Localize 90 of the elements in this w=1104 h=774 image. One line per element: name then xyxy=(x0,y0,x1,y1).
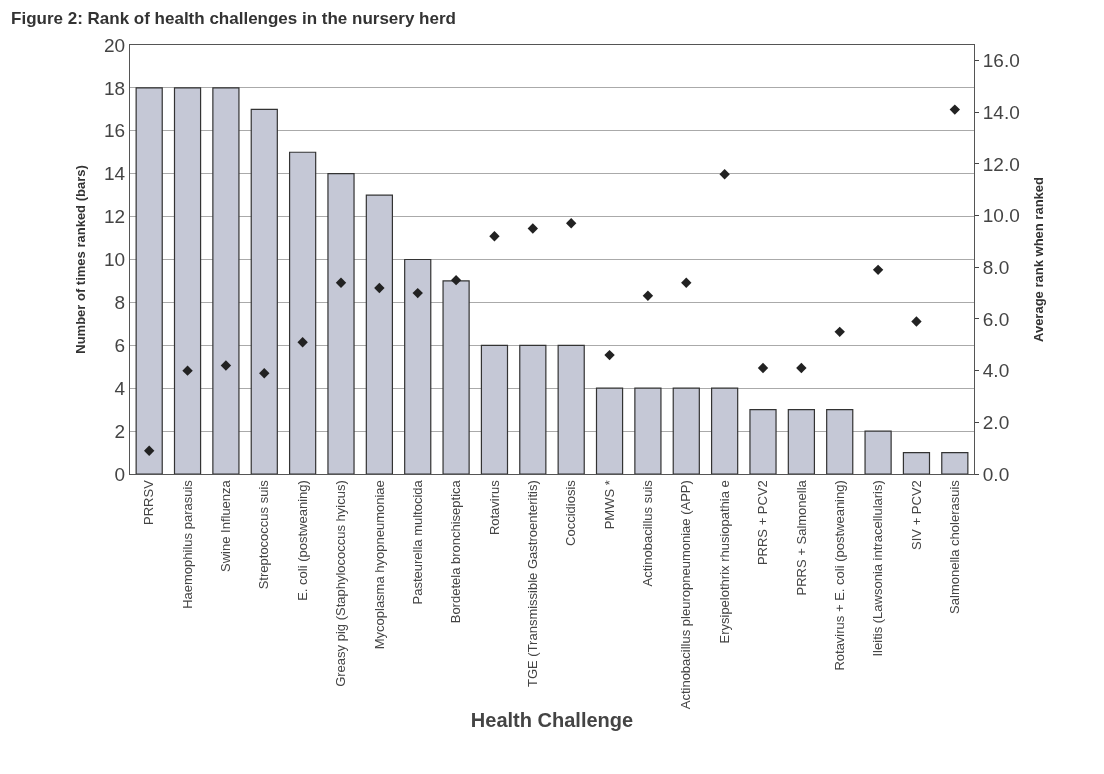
y2-tick-label: 12.0 xyxy=(982,153,1020,175)
bar xyxy=(941,451,969,474)
point xyxy=(335,277,347,288)
x-tick-label: TGE (Transmissible Gastroenteritis) xyxy=(525,480,541,688)
x-tick-label: Haemophilus parasuis xyxy=(179,479,195,609)
chart-title: Figure 2: Rank of health challenges in the nursery herd xyxy=(11,8,456,28)
bar xyxy=(173,87,202,474)
y2-tick-label: 14.0 xyxy=(982,101,1020,123)
point xyxy=(527,223,539,234)
x-tick-label: Erysipelothrix rhusiopathia e xyxy=(716,480,732,644)
bar xyxy=(826,409,854,474)
point xyxy=(642,290,654,301)
bar xyxy=(710,387,739,474)
x-tick-label: Mycoplasma hyopneumoniae xyxy=(371,480,387,650)
y2-tick-label: 4.0 xyxy=(982,360,1010,382)
bar xyxy=(135,87,163,474)
point xyxy=(220,360,232,371)
point xyxy=(949,104,961,115)
bar xyxy=(749,409,777,474)
point xyxy=(450,274,462,286)
y2-tick-label: 16.0 xyxy=(982,50,1020,72)
x-tick-label: Actinobacillus suis xyxy=(640,479,656,587)
point xyxy=(757,362,769,374)
x-tick-label: PMWS * xyxy=(601,480,617,530)
bar xyxy=(634,387,662,474)
y-axis-title: Number of times ranked (bars) xyxy=(73,165,89,354)
point xyxy=(259,368,270,379)
x-axis-title: Health Challenge xyxy=(470,708,634,731)
point xyxy=(297,337,308,348)
point xyxy=(681,277,692,288)
bar xyxy=(288,151,317,474)
y-tick-label: 8 xyxy=(114,292,126,314)
bar xyxy=(787,409,816,474)
y-tick-label: 18 xyxy=(104,77,126,99)
x-tick-label: Greasy pig (Staphylococcus hyicus) xyxy=(333,480,349,687)
bar xyxy=(404,258,432,474)
bar xyxy=(327,173,355,474)
point xyxy=(911,316,922,327)
y2-tick-label: 8.0 xyxy=(982,256,1010,278)
y-tick-label: 16 xyxy=(104,120,126,142)
point xyxy=(489,231,500,242)
bar xyxy=(902,451,931,474)
bar xyxy=(212,87,240,474)
bar xyxy=(557,344,585,474)
y-tick-label: 10 xyxy=(104,249,126,271)
bar xyxy=(672,387,700,474)
x-tick-label: Coccidiosis xyxy=(563,479,579,546)
x-tick-label: E. coli (postweaning) xyxy=(294,480,310,601)
x-tick-label: Pasteurella multocida xyxy=(409,479,425,605)
point xyxy=(565,218,577,229)
point xyxy=(374,282,385,294)
bar xyxy=(480,344,509,474)
y2-tick-label: 2.0 xyxy=(982,411,1010,433)
y-tick-label: 0 xyxy=(114,463,126,485)
x-tick-label: PRRS + PCV2 xyxy=(755,480,771,566)
point xyxy=(143,445,155,456)
y2-axis-title: Average rank when ranked xyxy=(1031,176,1047,342)
bar xyxy=(595,387,624,474)
y2-tick-label: 10.0 xyxy=(982,205,1020,227)
y-tick-label: 14 xyxy=(104,163,126,185)
x-tick-label: Swine Influenza xyxy=(218,479,234,572)
point xyxy=(604,349,615,361)
bar xyxy=(365,194,394,474)
point xyxy=(796,362,807,374)
y-tick-label: 12 xyxy=(104,206,126,228)
point xyxy=(412,287,423,299)
bar xyxy=(442,280,470,474)
x-tick-label: Rotavirus + E. coli (postweaning) xyxy=(831,480,847,671)
x-tick-label: SIV + PCV2 xyxy=(908,480,924,550)
y-tick-label: 4 xyxy=(114,377,126,399)
point xyxy=(182,365,193,376)
x-tick-label: PRRSV xyxy=(141,479,157,525)
y-tick-label: 2 xyxy=(114,420,126,442)
x-tick-label: Bordetela bronchiseptica xyxy=(448,479,464,624)
y-tick-label: 20 xyxy=(104,34,126,56)
y-tick-label: 6 xyxy=(114,334,126,356)
point xyxy=(834,326,845,338)
y2-tick-label: 0.0 xyxy=(982,463,1010,485)
point xyxy=(872,264,884,276)
point xyxy=(719,169,730,180)
bar xyxy=(864,430,892,474)
bar xyxy=(519,344,547,474)
x-tick-label: Rotavirus xyxy=(486,479,502,536)
x-tick-label: Actinobacillus pleuropneumoniae (APP) xyxy=(678,480,694,710)
x-tick-label: Streptococcus suis xyxy=(256,479,272,590)
x-tick-label: Ileitis (Lawsonia intracellularis) xyxy=(870,480,886,657)
y2-tick-label: 6.0 xyxy=(982,308,1010,330)
x-tick-label: Salmonella cholerasuis xyxy=(947,479,963,614)
x-tick-label: PRRS + Salmonella xyxy=(793,479,809,596)
bar xyxy=(250,108,278,474)
